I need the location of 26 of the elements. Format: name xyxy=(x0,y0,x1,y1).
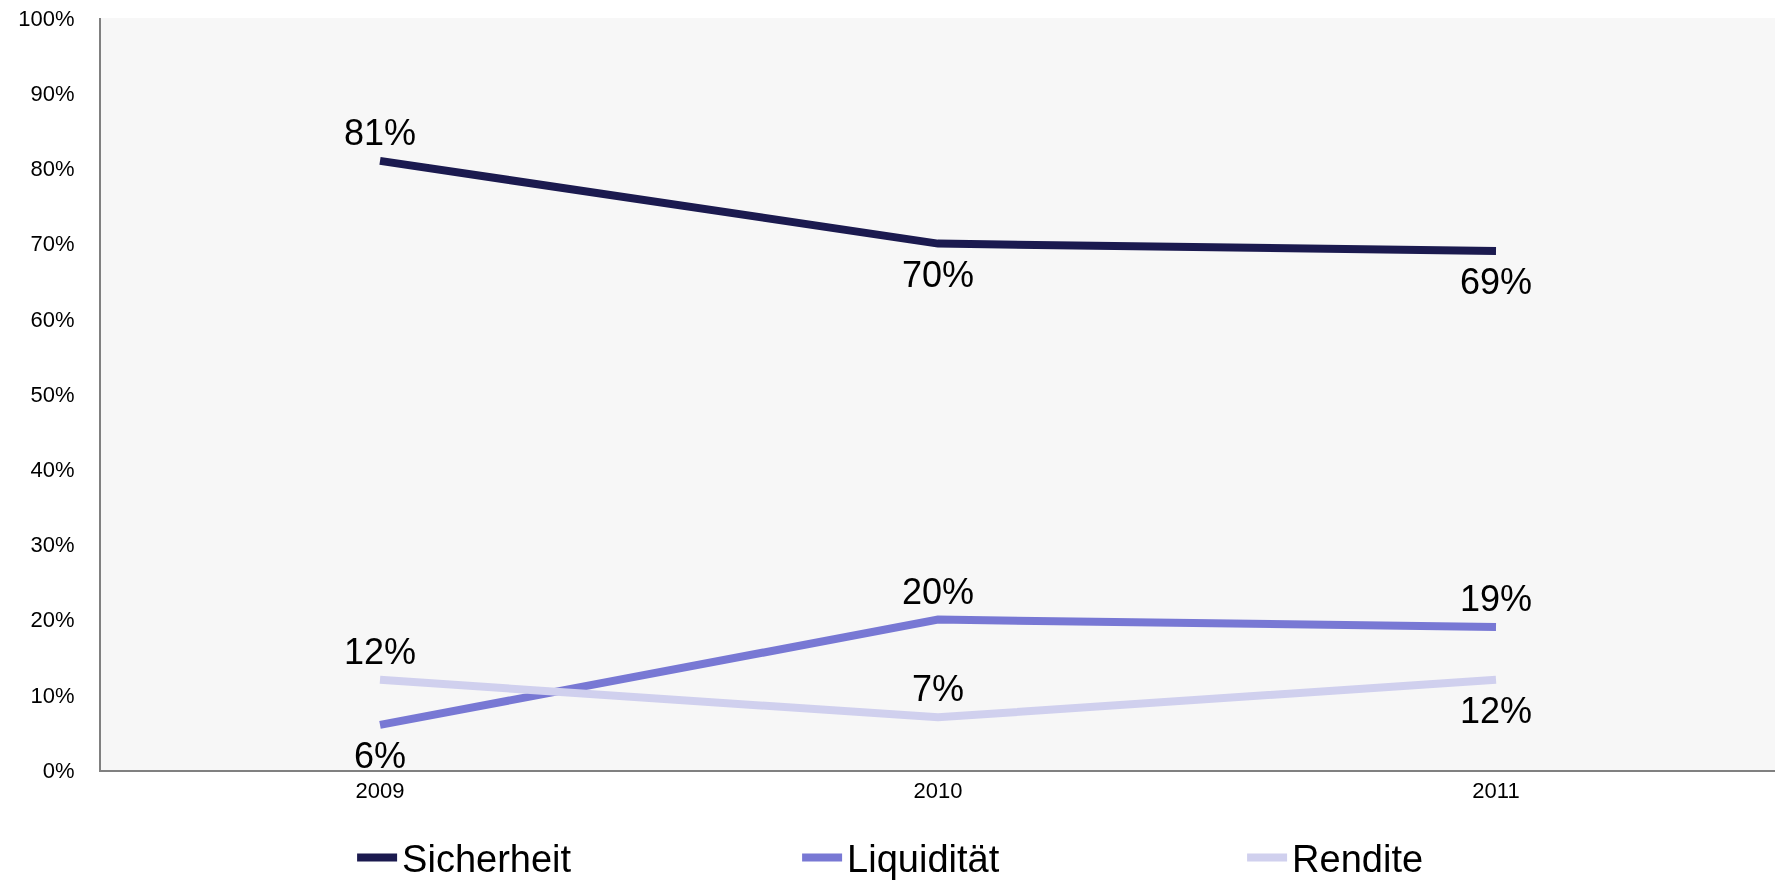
x-tick-label: 2010 xyxy=(913,778,963,804)
y-tick-label: 0% xyxy=(42,757,75,783)
legend-label: Liquidität xyxy=(847,838,1000,881)
data-label: 69% xyxy=(1460,261,1533,302)
legend-label: Sicherheit xyxy=(402,838,572,881)
y-tick-label: 10% xyxy=(30,682,75,708)
data-label: 12% xyxy=(344,631,417,672)
data-label: 12% xyxy=(1460,690,1533,731)
legend-label: Rendite xyxy=(1292,838,1424,881)
data-label: 81% xyxy=(344,112,417,153)
data-label: 7% xyxy=(912,668,965,709)
y-tick-label: 50% xyxy=(30,381,75,407)
y-tick-label: 100% xyxy=(18,5,75,31)
y-tick-label: 60% xyxy=(30,306,75,332)
y-tick-label: 70% xyxy=(30,231,75,257)
x-tick-label: 2011 xyxy=(1472,778,1520,804)
y-tick-label: 90% xyxy=(30,80,75,106)
y-tick-label: 80% xyxy=(30,156,75,182)
data-label: 20% xyxy=(902,571,975,612)
y-tick-label: 30% xyxy=(30,532,75,558)
data-label: 6% xyxy=(354,735,407,776)
y-tick-label: 20% xyxy=(30,607,75,633)
data-label: 70% xyxy=(902,254,975,295)
x-tick-label: 2009 xyxy=(355,778,405,804)
y-tick-label: 40% xyxy=(30,456,75,482)
data-label: 19% xyxy=(1460,578,1533,619)
